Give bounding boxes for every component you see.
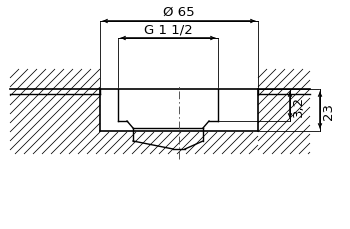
Text: 23: 23 <box>322 102 335 119</box>
Text: 3,2: 3,2 <box>292 95 305 116</box>
Text: Ø 65: Ø 65 <box>163 6 195 19</box>
Text: G 1 1/2: G 1 1/2 <box>144 23 193 36</box>
